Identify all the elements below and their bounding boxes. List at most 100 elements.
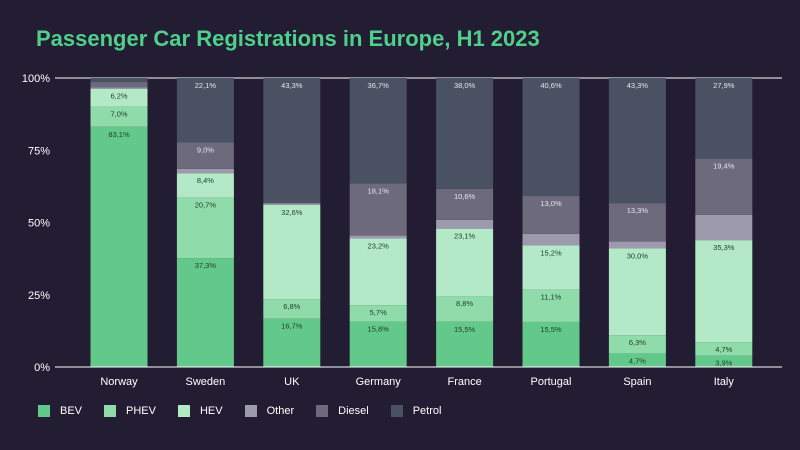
x-tick-label: Italy [714, 376, 735, 388]
legend-label: Other [266, 405, 295, 417]
data-label: 3,9% [715, 359, 732, 368]
data-label: 4,7% [629, 356, 646, 365]
bar-segment-phev [176, 197, 234, 259]
bar-segment-diesel [90, 82, 148, 88]
bar-segment-petrol [436, 78, 494, 189]
legend-item-bev: BEV [38, 405, 82, 417]
y-tick-label: 0% [34, 362, 50, 374]
bar-segment-other [263, 203, 321, 205]
x-tick-label: Portugal [531, 376, 572, 388]
bar-segment-hev [349, 238, 407, 306]
y-tick-label: 75% [28, 145, 50, 157]
x-tick-label: Sweden [186, 376, 226, 388]
data-label: 11,1% [541, 293, 562, 302]
legend-swatch [244, 405, 257, 417]
bar-segment-other [608, 241, 666, 249]
bar-segment-diesel [695, 158, 753, 215]
bar-segment-petrol [263, 78, 321, 204]
y-tick-label: 50% [28, 218, 50, 230]
bar-segment-bev [349, 321, 407, 367]
data-label: 6,8% [283, 302, 300, 311]
bar-segment-petrol [349, 78, 407, 184]
legend: BEV PHEV HEV Other Diesel Petrol [38, 405, 463, 417]
bar-segment-phev [436, 296, 494, 322]
legend-swatch [38, 405, 50, 417]
data-label: 36,7% [368, 81, 390, 90]
data-label: 7,0% [110, 110, 127, 119]
bar-segment-hev [695, 240, 753, 343]
data-label: 38,0% [454, 81, 476, 90]
legend-item-other: Other [244, 405, 295, 417]
bar-segment-diesel [608, 203, 666, 242]
bar-segment-hev [263, 204, 321, 300]
data-label: 19,4% [713, 162, 735, 171]
bar-segment-petrol [176, 78, 234, 143]
data-label: 27,9% [713, 81, 735, 90]
bar-segment-other [349, 235, 407, 239]
bar-segment-other [695, 214, 753, 241]
x-tick-label: Norway [100, 376, 138, 388]
bar-segment-diesel [176, 142, 234, 169]
data-label: 15,5% [540, 325, 562, 334]
data-label: 43,3% [627, 81, 649, 90]
bar-segment-bev [608, 353, 666, 367]
x-tick-label: Spain [623, 376, 651, 388]
data-label: 6,2% [110, 92, 127, 101]
legend-label: HEV [199, 405, 223, 417]
bar-segment-bev [695, 355, 753, 367]
legend-item-phev: PHEV [104, 405, 156, 417]
bar-segment-phev [349, 305, 407, 322]
data-label: 23,2% [368, 241, 390, 250]
x-tick-label: France [447, 376, 481, 388]
data-label: 15,5% [454, 325, 476, 334]
data-label: 18,1% [368, 187, 390, 196]
bar-segment-bev [263, 318, 321, 367]
legend-swatch [390, 405, 403, 417]
legend-swatch [104, 405, 117, 417]
bar-segment-hev [176, 173, 234, 198]
data-label: 8,4% [197, 176, 214, 185]
bar-segment-hev [608, 248, 666, 336]
legend-label: Petrol [412, 405, 442, 417]
data-label: 6,3% [629, 338, 646, 347]
bar-segment-hev [522, 245, 580, 290]
bar-segment-bev [176, 258, 234, 367]
bar-segment-other [522, 233, 580, 246]
bar-segment-hev [90, 88, 148, 107]
data-label: 43,3% [281, 81, 303, 90]
bar-segment-phev [263, 299, 321, 319]
bar-segment-diesel [436, 188, 494, 220]
data-label: 8,8% [456, 299, 473, 308]
bar-segment-bev [90, 126, 148, 367]
bar-segment-petrol [608, 78, 666, 204]
data-label: 10,6% [454, 192, 476, 201]
bar-segment-phev [695, 342, 753, 356]
data-label: 37,3% [195, 261, 217, 270]
bar-segment-bev [436, 321, 494, 367]
data-label: 83,1% [108, 130, 130, 139]
bar-segment-diesel [522, 196, 580, 234]
legend-item-petrol: Petrol [390, 405, 442, 417]
chart-title: Passenger Car Registrations in Europe, H… [36, 26, 540, 51]
bar-segment-phev [608, 335, 666, 354]
bar-segment-petrol [90, 78, 148, 83]
data-label: 15,2% [540, 248, 562, 257]
legend-label: PHEV [126, 405, 156, 417]
data-label: 5,7% [370, 308, 387, 317]
data-label: 9,0% [197, 146, 214, 155]
data-label: 35,3% [713, 243, 735, 252]
data-label: 16,7% [281, 322, 303, 331]
data-label: 23,1% [454, 232, 476, 241]
y-tick-label: 100% [22, 73, 50, 85]
bar-segment-hev [436, 228, 494, 297]
bar-segment-phev [90, 106, 148, 127]
legend-label: BEV [60, 405, 83, 417]
bar-segment-petrol [695, 78, 753, 159]
bar-segment-other [90, 87, 148, 89]
legend-item-diesel: Diesel [316, 405, 369, 417]
data-label: 15,8% [368, 325, 390, 334]
data-label: 4,7% [715, 345, 732, 354]
x-tick-label: Germany [356, 376, 402, 388]
data-label: 40,6% [540, 81, 562, 90]
